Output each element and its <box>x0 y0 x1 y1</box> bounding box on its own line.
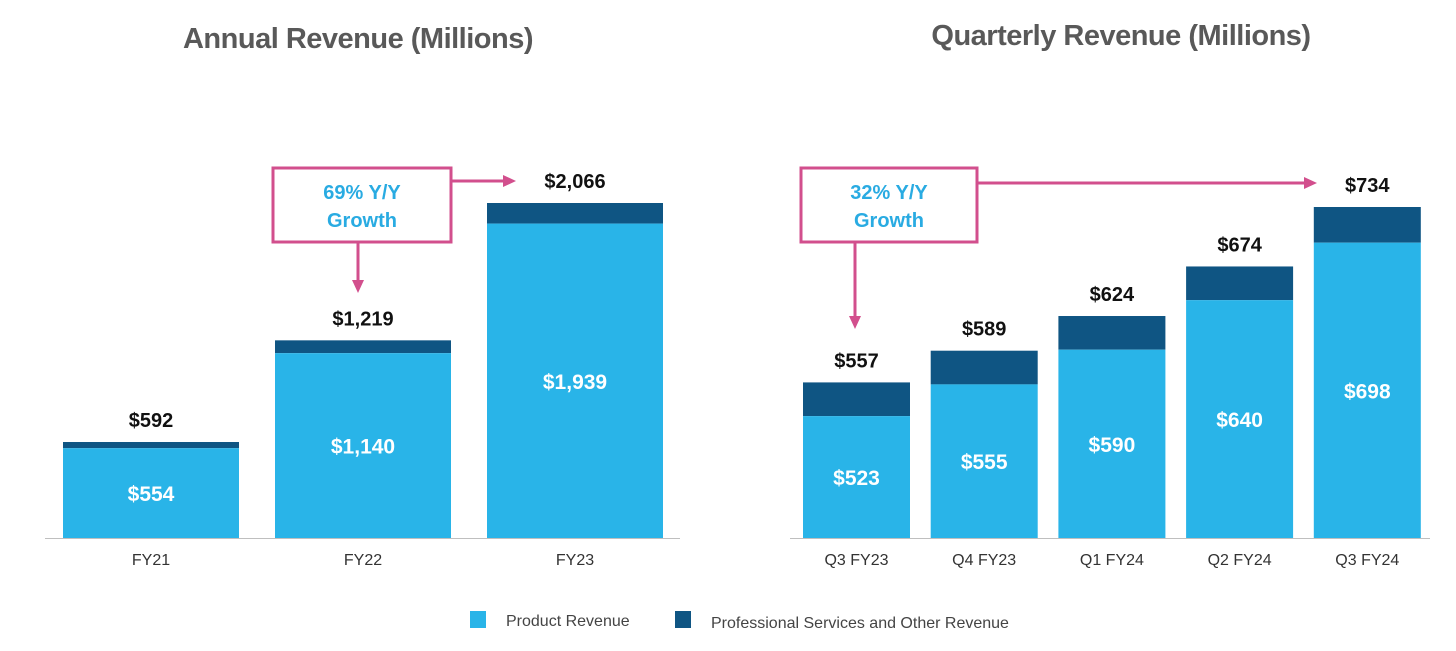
bar-services <box>63 442 239 449</box>
bar-total-label: $1,219 <box>332 308 393 330</box>
arrow-head-icon <box>849 316 861 329</box>
bar-product-label: $554 <box>128 483 175 506</box>
bar-total-label: $557 <box>834 350 879 372</box>
legend-label-services: Professional Services and Other Revenue <box>711 615 1009 632</box>
x-tick-label: FY22 <box>344 552 382 569</box>
growth-callout-box <box>271 166 453 244</box>
legend-label-product: Product Revenue <box>506 613 630 630</box>
growth-callout-box <box>799 166 979 244</box>
legend: Product Revenue Professional Services an… <box>470 611 1009 632</box>
bar-product-label: $1,939 <box>543 371 607 394</box>
bar-total-label: $589 <box>962 319 1007 341</box>
legend-swatch-services <box>675 611 691 628</box>
bar-total-label: $592 <box>129 410 174 432</box>
x-tick-label: Q3 FY24 <box>1335 552 1399 569</box>
quarterly-chart-title: Quarterly Revenue (Millions) <box>931 20 1310 52</box>
growth-callout-line1: 69% Y/Y <box>323 182 401 204</box>
growth-callout-line1: 32% Y/Y <box>850 182 928 204</box>
bar-product-label: $590 <box>1089 434 1136 457</box>
bar-total-label: $624 <box>1090 284 1135 306</box>
bar-product <box>63 448 239 538</box>
bar-total-label: $734 <box>1345 175 1390 197</box>
bar-product <box>803 416 910 538</box>
x-tick-label: Q2 FY24 <box>1208 552 1272 569</box>
growth-callout-line2: Growth <box>327 210 397 232</box>
bar-services <box>1313 207 1421 243</box>
bar-product-label: $555 <box>961 451 1008 474</box>
bar-product-label: $1,140 <box>331 436 395 459</box>
bar-product <box>1058 349 1166 538</box>
bar-services <box>803 382 910 417</box>
arrow-head-icon <box>352 280 364 293</box>
bar-product <box>275 353 451 538</box>
bar-product <box>487 223 663 538</box>
arrow-head-icon <box>503 175 516 187</box>
x-tick-label: Q3 FY23 <box>824 552 888 569</box>
bar-services <box>275 340 451 354</box>
bar-product-label: $523 <box>833 467 880 490</box>
legend-swatch-product <box>470 611 486 628</box>
growth-callout-line2: Growth <box>854 210 924 232</box>
bar-services <box>1186 266 1294 301</box>
bar-total-label: $674 <box>1217 234 1262 256</box>
x-tick-label: Q4 FY23 <box>952 552 1016 569</box>
bar-product-label: $640 <box>1216 409 1263 432</box>
bar-services <box>930 350 1038 385</box>
bar-services <box>1058 316 1166 350</box>
x-tick-label: FY21 <box>132 552 170 569</box>
x-tick-label: FY23 <box>556 552 594 569</box>
bar-product <box>930 384 1038 538</box>
bar-total-label: $2,066 <box>544 171 605 193</box>
x-tick-label: Q1 FY24 <box>1080 552 1144 569</box>
annual-chart: $554 $592 FY21 $1,140 $1,219 FY22 $1,939 $2,066… <box>45 166 680 569</box>
bar-product-label: $698 <box>1344 380 1391 403</box>
annual-chart-title: Annual Revenue (Millions) <box>183 23 533 55</box>
bar-product <box>1186 300 1294 538</box>
bar-product <box>1313 242 1421 539</box>
quarterly-chart: $523 $557 Q3 FY23 $555 $589 Q4 FY23 $590 $624 Q1… <box>790 166 1430 569</box>
arrow-head-icon <box>1304 177 1317 189</box>
bar-services <box>487 203 663 224</box>
